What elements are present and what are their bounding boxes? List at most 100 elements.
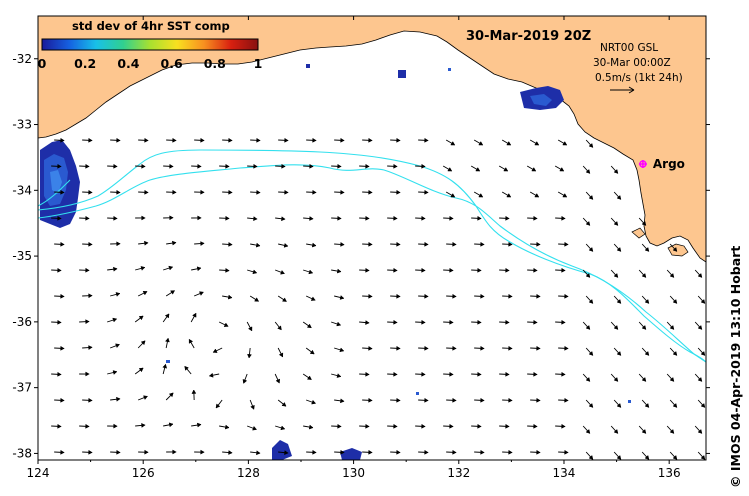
- current-vector-head: [247, 353, 252, 359]
- current-vector-head: [533, 371, 538, 377]
- current-vector-head: [85, 163, 90, 169]
- current-vector-head: [644, 402, 650, 408]
- current-vector-head: [393, 319, 398, 325]
- current-vector-head: [559, 167, 565, 172]
- current-vector-head: [561, 215, 566, 221]
- current-vector-head: [477, 371, 482, 377]
- map-title: 30-Mar-2019 20Z: [466, 29, 591, 44]
- current-vector-head: [225, 215, 230, 221]
- current-vector-head: [396, 449, 401, 455]
- current-vector-head: [250, 404, 255, 410]
- current-vector-head: [697, 428, 703, 434]
- current-vector-head: [225, 267, 230, 273]
- current-vector-head: [564, 449, 569, 455]
- current-vector-head: [480, 449, 485, 455]
- current-vector-head: [280, 269, 285, 275]
- current-vector-head: [672, 246, 678, 252]
- current-vector-head: [140, 340, 146, 346]
- current-vector-head: [365, 423, 370, 429]
- current-vector-head: [247, 326, 253, 332]
- y-tick-label: -38: [12, 446, 32, 460]
- current-vector-head: [309, 216, 314, 221]
- current-vector-head: [616, 194, 622, 200]
- current-vector-head: [564, 293, 569, 299]
- current-vector-head: [450, 141, 456, 146]
- current-vector-head: [224, 424, 230, 430]
- current-vector-head: [585, 272, 591, 278]
- colorbar-bar: [41, 38, 259, 51]
- current-vector-head: [505, 215, 510, 221]
- current-vector-head: [255, 242, 261, 248]
- colorbar-tick-label: 0: [38, 56, 47, 71]
- current-vector-head: [477, 215, 482, 221]
- current-vector-head: [449, 267, 454, 273]
- current-vector-head: [365, 371, 370, 377]
- y-tick-label: -36: [12, 315, 32, 329]
- current-vector-head: [140, 266, 146, 271]
- current-vector-head: [449, 371, 454, 377]
- current-vector-head: [253, 216, 258, 222]
- current-vector-head: [480, 241, 485, 247]
- current-vector-head: [256, 450, 261, 456]
- current-vector-head: [669, 272, 675, 278]
- current-vector-head: [452, 345, 457, 351]
- island: [631, 227, 646, 239]
- current-vector-head: [536, 293, 541, 299]
- current-vector-head: [564, 241, 569, 247]
- current-vector-head: [478, 193, 484, 198]
- current-vector-head: [227, 294, 233, 300]
- current-vector-head: [254, 297, 260, 302]
- current-vector-head: [306, 323, 312, 329]
- current-vector-head: [585, 324, 591, 330]
- current-vector-head: [564, 345, 569, 351]
- current-vector-head: [616, 454, 622, 460]
- x-tick-label: 130: [342, 466, 365, 480]
- current-vector-head: [256, 137, 261, 143]
- current-vector-head: [669, 428, 675, 434]
- plot-frame: [37, 15, 707, 461]
- current-vector-head: [396, 241, 401, 247]
- current-vector-head: [616, 246, 622, 252]
- current-vector-head: [116, 137, 121, 143]
- current-vector-head: [644, 246, 650, 252]
- current-vector-head: [197, 163, 202, 169]
- current-vector-head: [168, 265, 174, 271]
- current-vector-head: [88, 293, 93, 299]
- current-vector-head: [365, 267, 370, 273]
- current-vector-head: [256, 189, 261, 195]
- current-vector-head: [669, 376, 675, 382]
- current-vector-head: [306, 375, 312, 380]
- current-vector-head: [88, 449, 93, 455]
- current-vector-head: [503, 167, 509, 172]
- current-vector-head: [561, 267, 566, 273]
- current-vector-head: [198, 291, 204, 296]
- current-vector-head: [144, 240, 149, 246]
- current-vector-head: [57, 215, 62, 221]
- current-vector-head: [365, 163, 370, 169]
- current-vector-head: [228, 189, 233, 195]
- current-vector-head: [116, 396, 121, 402]
- current-vector-head: [164, 313, 170, 319]
- current-vector-head: [208, 372, 214, 378]
- current-vector-head: [588, 402, 594, 408]
- current-vector-head: [225, 163, 230, 169]
- colorbar-tick-label: 1: [254, 56, 263, 71]
- current-vector-head: [200, 189, 205, 195]
- current-vector-head: [365, 215, 370, 221]
- x-tick-label: 128: [237, 466, 260, 480]
- current-vector-head: [396, 189, 401, 195]
- current-vector-head: [672, 402, 678, 408]
- current-vector-head: [561, 319, 566, 325]
- current-vector-head: [452, 241, 457, 247]
- current-vector-head: [85, 371, 90, 377]
- current-vector-head: [337, 163, 342, 169]
- current-vector-head: [336, 321, 342, 327]
- vector-legend: NRT00 GSL 30-Mar 00:00Z 0.5m/s (1kt 24h): [593, 42, 683, 94]
- current-vector-head: [116, 241, 121, 247]
- current-vector-head: [200, 449, 205, 455]
- current-vector-head: [368, 397, 373, 403]
- current-vector-head: [536, 397, 541, 403]
- current-vector-head: [475, 167, 481, 172]
- current-vector-head: [393, 215, 398, 221]
